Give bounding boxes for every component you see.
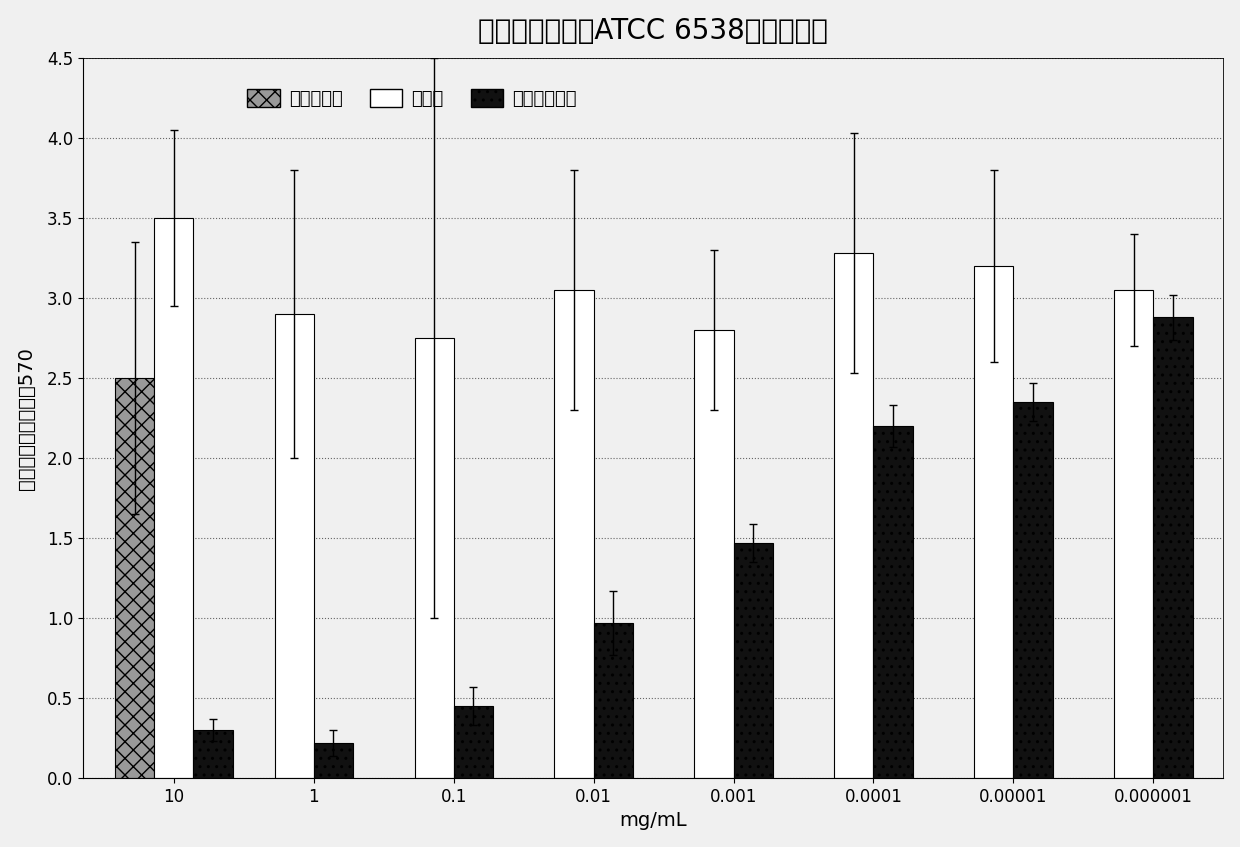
Bar	[193, 730, 233, 778]
Bar	[314, 743, 353, 778]
Bar	[115, 378, 154, 778]
Bar	[1013, 402, 1053, 778]
Bar	[1115, 290, 1153, 778]
Bar	[454, 706, 492, 778]
Bar	[694, 330, 734, 778]
Bar	[734, 543, 773, 778]
Bar	[975, 266, 1013, 778]
Bar	[154, 218, 193, 778]
Bar	[1153, 318, 1193, 778]
Bar	[873, 426, 913, 778]
Bar	[835, 253, 873, 778]
Title: 金黄色葡萄球菌ATCC 6538生物膜去除: 金黄色葡萄球菌ATCC 6538生物膜去除	[479, 17, 828, 45]
Bar	[414, 338, 454, 778]
Bar	[594, 623, 632, 778]
Bar	[554, 290, 594, 778]
X-axis label: mg/mL: mg/mL	[619, 811, 687, 830]
Y-axis label: 剩余的生物膜吸光度570: 剩余的生物膜吸光度570	[16, 346, 36, 490]
Bar	[274, 314, 314, 778]
Legend: 生物膜对照, 胶原酶, 嗜热菌蛋白酶: 生物膜对照, 胶原酶, 嗜热菌蛋白酶	[241, 81, 584, 115]
